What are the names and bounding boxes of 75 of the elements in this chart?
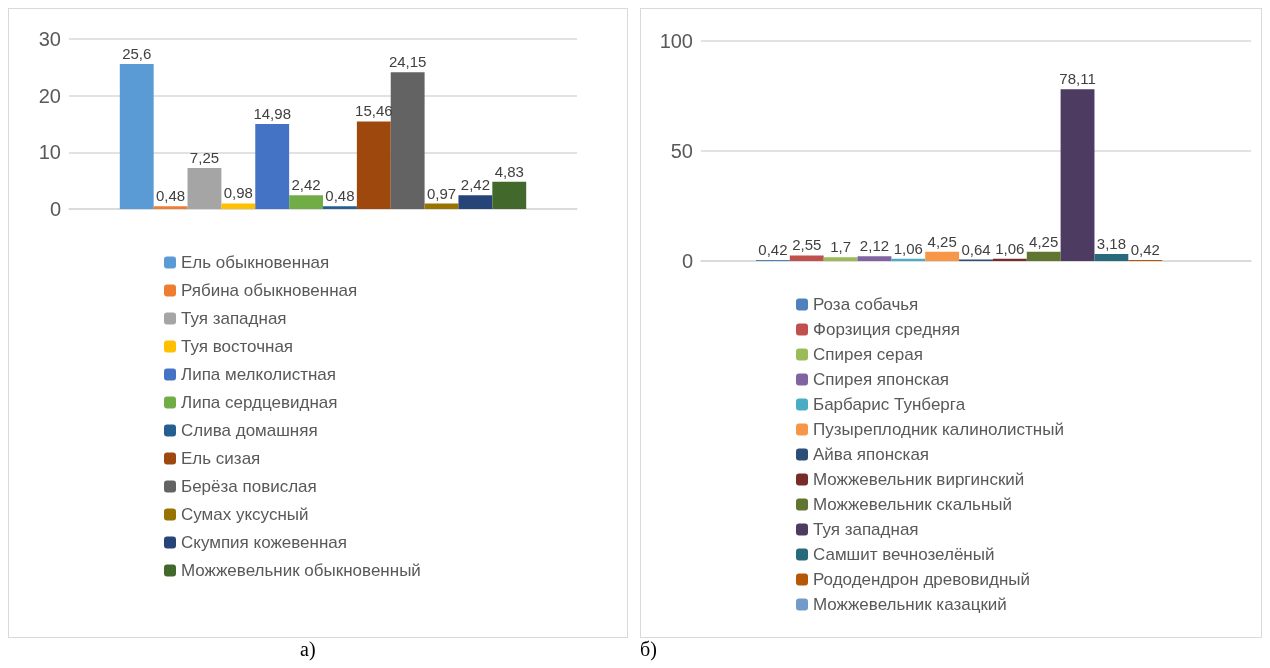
legend-label: Липа сердцевидная [181, 393, 338, 412]
data-label: 4,25 [927, 232, 957, 250]
legend-label: Слива домашняя [181, 421, 318, 440]
y-tick-label: 20 [38, 84, 61, 107]
data-label: 0,98 [223, 184, 253, 202]
legend-label: Спирея японская [813, 370, 950, 389]
data-label: 2,12 [859, 237, 890, 255]
data-label: 1,06 [995, 239, 1025, 257]
legend-label: Можжевельник казацкий [813, 595, 1007, 614]
bar [289, 195, 323, 209]
legend-label: Айва японская [813, 445, 930, 464]
legend-label: Роза собачья [813, 295, 919, 314]
data-label: 0,42 [1130, 241, 1160, 259]
legend-label: Форзиция средняя [813, 320, 960, 339]
legend-label: Туя западная [813, 520, 919, 539]
bar [390, 72, 425, 209]
data-label: 25,6 [122, 44, 152, 62]
bar [356, 121, 391, 209]
bar [221, 203, 256, 209]
y-tick-label: 30 [38, 28, 61, 50]
bar [187, 167, 222, 209]
bar [153, 206, 188, 209]
data-label: 1,06 [893, 239, 923, 257]
data-label: 0,42 [758, 241, 788, 259]
data-label: 1,7 [830, 238, 852, 256]
data-label: 78,11 [1059, 70, 1096, 88]
bar [857, 256, 892, 261]
bar [255, 124, 290, 209]
data-label: 2,42 [291, 176, 321, 194]
legend-label: Можжевельник виргинский [813, 470, 1025, 489]
legend-label: Ель сизая [181, 449, 261, 468]
legend-label: Ель обыкновенная [181, 253, 330, 272]
bar [925, 251, 960, 261]
legend-label: Барбарис Тунберга [813, 395, 966, 414]
bar [1026, 251, 1061, 261]
y-tick-label: 50 [670, 140, 693, 162]
bar [789, 255, 824, 261]
bar [119, 63, 154, 209]
text: а) [300, 638, 316, 661]
y-tick-label: 0 [681, 250, 693, 272]
y-tick-label: 0 [49, 198, 61, 220]
data-label: 14,98 [253, 105, 291, 123]
bar [492, 181, 527, 209]
legend-label: Липа мелколистная [181, 365, 336, 384]
legend-label: Туя восточная [181, 337, 294, 356]
legend-label: Пузыреплодник калинолистный [813, 420, 1064, 439]
legend-label: Туя западная [181, 309, 287, 328]
legend-label: Спирея серая [813, 345, 923, 364]
bar [1060, 89, 1095, 261]
y-tick-label: 10 [38, 141, 61, 164]
bar [458, 195, 493, 209]
text: б) [640, 638, 657, 661]
data-label: 0,97 [426, 184, 457, 202]
legend-label: Можжевельник скальный [813, 495, 1013, 514]
legend-label: Скумпия кожевенная [181, 533, 347, 552]
bar [823, 257, 858, 261]
data-label: 4,83 [494, 162, 524, 180]
data-label: 0,64 [961, 240, 991, 258]
legend-label: Берёза повислая [181, 477, 317, 496]
data-label: 0,48 [325, 187, 355, 205]
data-label: 2,55 [792, 236, 822, 254]
data-label: 3,18 [1096, 235, 1126, 252]
legend-label: Сумах уксусный [181, 505, 309, 524]
legend-label: Самшит вечнозелёный [813, 545, 995, 564]
data-label: 7,25 [189, 148, 220, 166]
data-label: 0,48 [156, 187, 186, 205]
legend-label: Можжевельник обыкновенный [181, 561, 421, 580]
data-label: 4,25 [1029, 232, 1059, 250]
bar [1094, 254, 1129, 261]
legend-label: Рябина обыкновенная [181, 281, 358, 300]
data-label: 2,42 [460, 176, 490, 194]
data-label: 24,15 [388, 53, 427, 71]
bar [323, 206, 357, 209]
legend-label: Рододендрон древовидный [813, 570, 1031, 589]
y-tick-label: 100 [659, 30, 693, 52]
